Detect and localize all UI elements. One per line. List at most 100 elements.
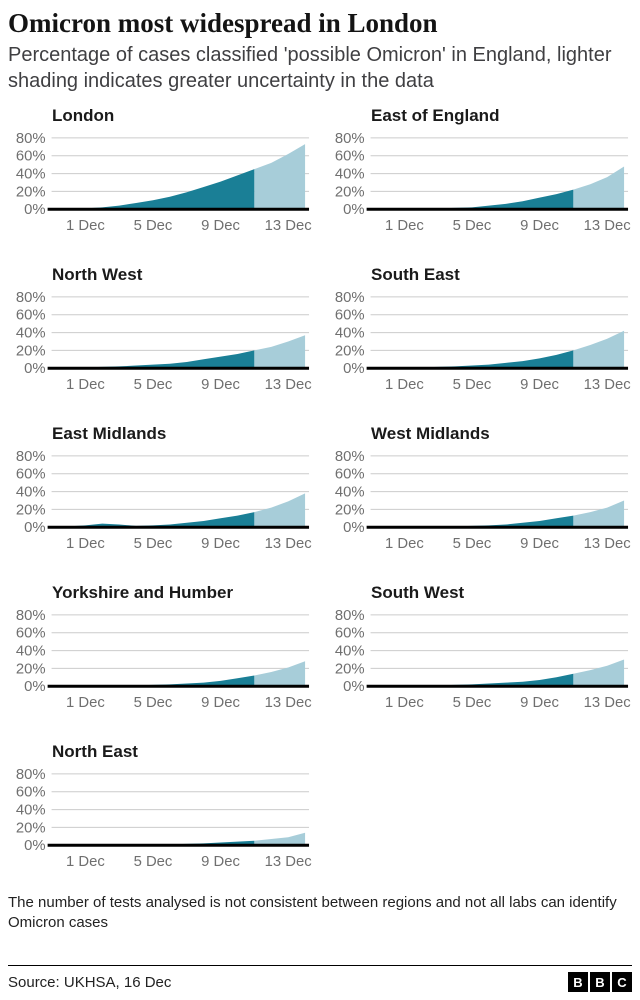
area-uncertain	[254, 144, 306, 210]
x-tick-label: 1 Dec	[385, 218, 424, 234]
x-tick-label: 1 Dec	[66, 218, 105, 234]
x-tick-label: 13 Dec	[265, 854, 313, 870]
y-tick-label: 80%	[335, 449, 365, 465]
y-tick-label: 0%	[24, 838, 45, 854]
page-title: Omicron most widespread in London	[8, 8, 438, 38]
x-tick-label: 5 Dec	[453, 695, 492, 711]
y-tick-label: 0%	[343, 679, 364, 695]
region-chart-east-midlands: East Midlands 0% 20% 40% 60% 80% 1 Dec 5 Dec 9 D…	[8, 424, 313, 559]
x-tick-label: 5 Dec	[134, 377, 173, 393]
x-tick-label: 13 Dec	[265, 536, 313, 552]
chart-title: East of England	[371, 106, 500, 126]
chart-title: Yorkshire and Humber	[52, 582, 234, 602]
chart-title: West Midlands	[371, 424, 490, 443]
y-tick-label: 80%	[335, 290, 365, 306]
x-tick-label: 1 Dec	[385, 377, 424, 393]
x-tick-label: 13 Dec	[584, 695, 632, 711]
x-tick-label: 13 Dec	[265, 218, 313, 234]
region-chart-svg-east-midlands: 0% 20%40% 60% 80% 1 Dec 5 Dec 9 Dec 13 Dec	[16, 449, 313, 552]
y-tick-label: 80%	[335, 608, 365, 624]
y-tick-label: 60%	[16, 626, 46, 642]
y-tick-label: 40%	[16, 643, 46, 659]
x-tick-label: 5 Dec	[134, 218, 173, 234]
y-tick-label: 60%	[335, 467, 365, 483]
y-tick-label: 20%	[16, 343, 46, 359]
x-tick-label: 5 Dec	[453, 377, 492, 393]
region-chart-south-east: South East 0% 20% 40% 60% 80% 1 Dec 5 Dec 9 Dec 1…	[327, 265, 632, 400]
y-tick-label: 0%	[24, 679, 45, 695]
x-tick-label: 13 Dec	[265, 695, 313, 711]
region-chart-west-midlands: West Midlands 0% 20% 40% 60% 80% 1 Dec 5 Dec 9 D…	[327, 424, 632, 559]
y-tick-label: 60%	[16, 467, 46, 483]
y-tick-label: 0%	[24, 520, 45, 536]
region-chart-svg-south-west: 0% 20% 40%60% 80% 1 Dec 5 Dec 9 Dec 13 Dec	[335, 608, 632, 711]
x-tick-label: 13 Dec	[265, 377, 313, 393]
y-tick-label: 20%	[16, 502, 46, 518]
region-chart-north-west: North West 0% 20% 40% 60% 80% 1 Dec 5 Dec 9 Dec 1…	[8, 265, 313, 400]
y-tick-label: 60%	[16, 785, 46, 801]
x-tick-label: 9 Dec	[201, 536, 240, 552]
y-tick-label: 60%	[16, 308, 46, 324]
chart-title: South East	[371, 265, 460, 285]
source-row: Source: UKHSA, 16 Dec B B C	[8, 965, 632, 1000]
area-confirmed	[370, 189, 574, 210]
chart-title: London	[52, 106, 115, 126]
x-tick-label: 9 Dec	[201, 377, 240, 393]
bbc-logo-block-b1: B	[568, 972, 588, 992]
x-tick-label: 5 Dec	[453, 536, 492, 552]
x-tick-label: 1 Dec	[66, 695, 105, 711]
y-tick-label: 40%	[335, 326, 365, 342]
region-chart-svg-london: 0%20% 40% 60% 80% 1 Dec 5 Dec 9 Dec 13 Dec	[16, 131, 313, 234]
y-tick-label: 20%	[16, 820, 46, 836]
chart-title: North West	[52, 265, 143, 285]
y-tick-label: 0%	[343, 361, 364, 377]
area-uncertain	[573, 500, 625, 528]
region-chart-east-of-england: East of England 0% 20% 40% 60% 80% 1 Dec 5 Dec 9…	[327, 106, 632, 241]
x-tick-label: 1 Dec	[385, 695, 424, 711]
x-tick-label: 9 Dec	[520, 218, 559, 234]
x-tick-label: 5 Dec	[134, 695, 173, 711]
x-tick-label: 13 Dec	[584, 536, 632, 552]
y-tick-label: 20%	[335, 185, 365, 201]
bbc-logo: B B C	[568, 972, 632, 992]
y-tick-label: 40%	[16, 802, 46, 818]
area-uncertain	[573, 330, 625, 369]
x-tick-label: 1 Dec	[66, 854, 105, 870]
y-tick-label: 80%	[16, 767, 46, 783]
y-tick-label: 0%	[343, 202, 364, 218]
bbc-logo-block-b2: B	[590, 972, 610, 992]
y-tick-label: 40%	[16, 485, 46, 501]
region-chart-svg-east-of-england: 0%20% 40% 60% 80% 1 Dec 5 Dec 9 Dec 13 Dec	[335, 131, 632, 234]
y-tick-label: 60%	[335, 308, 365, 324]
x-tick-label: 9 Dec	[201, 218, 240, 234]
region-chart-svg-north-east: 0% 20% 40%60% 80% 1 Dec 5 Dec 9 Dec 13 Dec	[16, 767, 313, 870]
y-tick-label: 80%	[16, 449, 46, 465]
x-tick-label: 9 Dec	[520, 695, 559, 711]
y-tick-label: 20%	[335, 661, 365, 677]
chart-title: South West	[371, 582, 465, 602]
area-confirmed	[370, 350, 574, 369]
page-subtitle: Percentage of cases classified 'possible…	[8, 44, 612, 92]
region-chart-svg-yorkshire-and-humber: 0% 20% 40%60% 80% 1 Dec 5 Dec 9 Dec 13 Dec	[16, 608, 313, 711]
area-confirmed	[370, 673, 574, 687]
area-uncertain	[254, 661, 306, 687]
x-tick-label: 1 Dec	[66, 536, 105, 552]
region-chart-yorkshire-and-humber: Yorkshire and Humber 0% 20% 40% 60% 80% 1 Dec 5…	[8, 583, 313, 718]
x-tick-label: 9 Dec	[201, 854, 240, 870]
y-tick-label: 20%	[335, 343, 365, 359]
region-chart-south-west: South West 0% 20% 40% 60% 80% 1 Dec 5 Dec 9 Dec 1…	[327, 583, 632, 718]
y-tick-label: 20%	[16, 185, 46, 201]
region-chart-svg-west-midlands: 0% 20%40% 60% 80% 1 Dec 5 Dec 9 Dec 13 Dec	[335, 449, 632, 552]
x-tick-label: 13 Dec	[584, 377, 632, 393]
y-tick-label: 80%	[16, 290, 46, 306]
region-chart-london: London 0% 20% 40% 60% 80% 1 Dec 5 Dec 9 Dec 13 De…	[8, 106, 313, 241]
x-tick-label: 13 Dec	[584, 218, 632, 234]
y-tick-label: 40%	[335, 643, 365, 659]
y-tick-label: 20%	[335, 502, 365, 518]
region-chart-svg-south-east: 0% 20%40% 60% 80% 1 Dec 5 Dec 9 Dec 13 Dec	[335, 290, 632, 393]
region-chart-svg-north-west: 0% 20%40% 60% 80% 1 Dec 5 Dec 9 Dec 13 Dec	[16, 290, 313, 393]
x-tick-label: 9 Dec	[520, 377, 559, 393]
area-confirmed	[370, 515, 574, 528]
charts-grid: London 0% 20% 40% 60% 80% 1 Dec 5 Dec 9 Dec 13 De…	[8, 106, 632, 877]
